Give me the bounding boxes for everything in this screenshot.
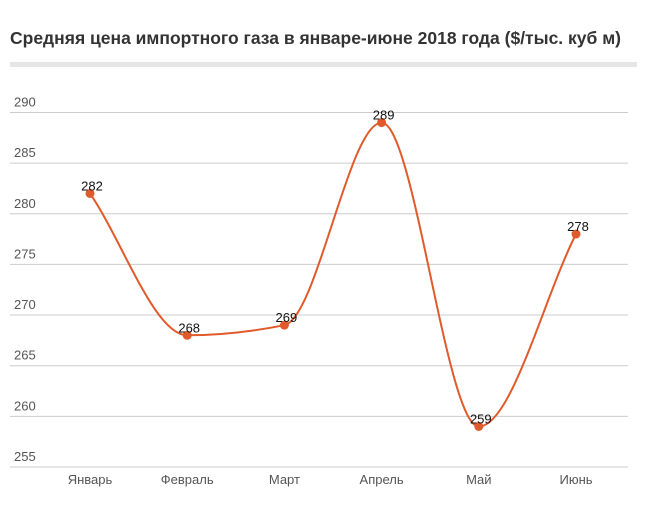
data-point bbox=[279, 320, 289, 330]
data-label: 259 bbox=[470, 411, 492, 426]
x-tick-label: Апрель bbox=[360, 472, 404, 487]
data-label: 268 bbox=[178, 320, 200, 335]
data-label: 269 bbox=[276, 310, 298, 325]
data-label: 289 bbox=[373, 108, 395, 123]
y-tick-label: 275 bbox=[14, 246, 36, 261]
title-divider bbox=[10, 62, 637, 67]
data-point bbox=[474, 421, 484, 431]
x-tick-label: Май bbox=[466, 472, 491, 487]
x-tick-label: Февраль bbox=[161, 472, 214, 487]
data-points bbox=[85, 118, 581, 431]
y-tick-label: 290 bbox=[14, 94, 36, 109]
data-label: 282 bbox=[81, 178, 103, 193]
y-tick-label: 260 bbox=[14, 398, 36, 413]
data-point bbox=[377, 118, 387, 128]
x-tick-label: Март bbox=[269, 472, 300, 487]
y-tick-label: 280 bbox=[14, 196, 36, 211]
x-tick-label: Июнь bbox=[559, 472, 592, 487]
data-label: 278 bbox=[567, 219, 589, 234]
data-point bbox=[182, 330, 192, 340]
x-axis-ticks: Январь Февраль Март Апрель Май Июнь bbox=[68, 472, 593, 487]
y-tick-label: 285 bbox=[14, 145, 36, 160]
data-labels: 282 268 269 289 259 278 bbox=[81, 108, 589, 427]
y-axis-ticks: 255 260 265 270 275 280 285 290 bbox=[14, 94, 36, 464]
y-tick-label: 265 bbox=[14, 348, 36, 363]
data-point bbox=[85, 188, 95, 198]
series-line bbox=[89, 121, 577, 428]
chart-title: Средняя цена импортного газа в январе-ию… bbox=[10, 28, 621, 48]
x-tick-label: Январь bbox=[68, 472, 113, 487]
y-tick-label: 270 bbox=[14, 297, 36, 312]
y-tick-label: 255 bbox=[14, 449, 36, 464]
grid-lines bbox=[10, 111, 628, 468]
data-point bbox=[571, 229, 581, 239]
